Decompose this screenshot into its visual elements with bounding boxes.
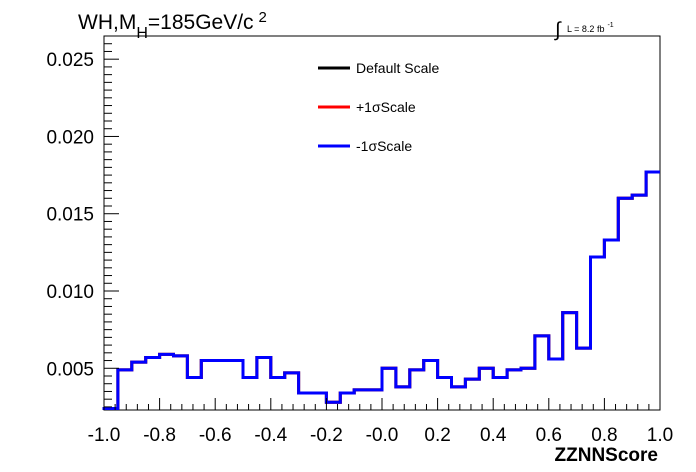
lumi-label: L = 8.2 fb -1 [567,22,614,34]
legend-label: +1σScale [356,99,416,115]
y-tick-label: 0.005 [46,359,94,380]
series-line-3 [102,170,660,410]
x-tick-label: -1.0 [88,425,121,446]
y-tick-label: 0.010 [46,282,94,303]
x-tick-label: 0.2 [424,425,450,446]
x-tick-label: 0.4 [480,425,507,446]
chart-title-superscript: 2 [259,9,267,26]
chart-title-main: WH,M [78,11,136,34]
chart-title: WH,MH=185GeV/c 2 [78,9,267,42]
chart-title-rest: =185GeV/c [148,11,254,34]
x-axis-title: ZZNNScore [555,445,658,466]
x-tick-label: 1.0 [647,425,673,446]
y-tick-label: 0.025 [46,50,94,71]
x-tick-label: -0.2 [310,425,343,446]
x-tick-label: -0.6 [199,425,232,446]
legend: Default Scale +1σScale -1σScale [318,60,439,154]
series-layer [102,170,660,410]
lumi-integral-sign: ∫ [554,19,562,41]
x-tick-label: 0.8 [591,425,617,446]
x-tick-label: 0.6 [536,425,562,446]
y-tick-label: 0.015 [46,205,94,226]
y-axis: 0.005 0.010 0.015 0.020 0.025 [46,35,119,408]
x-tick-label: -0.8 [143,425,176,446]
legend-label: Default Scale [356,60,439,76]
lumi-superscript: -1 [607,22,613,29]
legend-label: -1σScale [356,138,412,154]
lumi-value: L = 8.2 fb [567,24,604,34]
x-tick-label: -0.0 [366,425,399,446]
chart-title-subscript: H [136,25,148,42]
x-axis: -1.0 -0.8 -0.6 -0.4 -0.2 -0.0 0.2 0.4 0.6 0.8 1.0 [88,398,673,446]
x-tick-label: -0.4 [254,425,287,446]
y-tick-label: 0.020 [46,127,94,148]
